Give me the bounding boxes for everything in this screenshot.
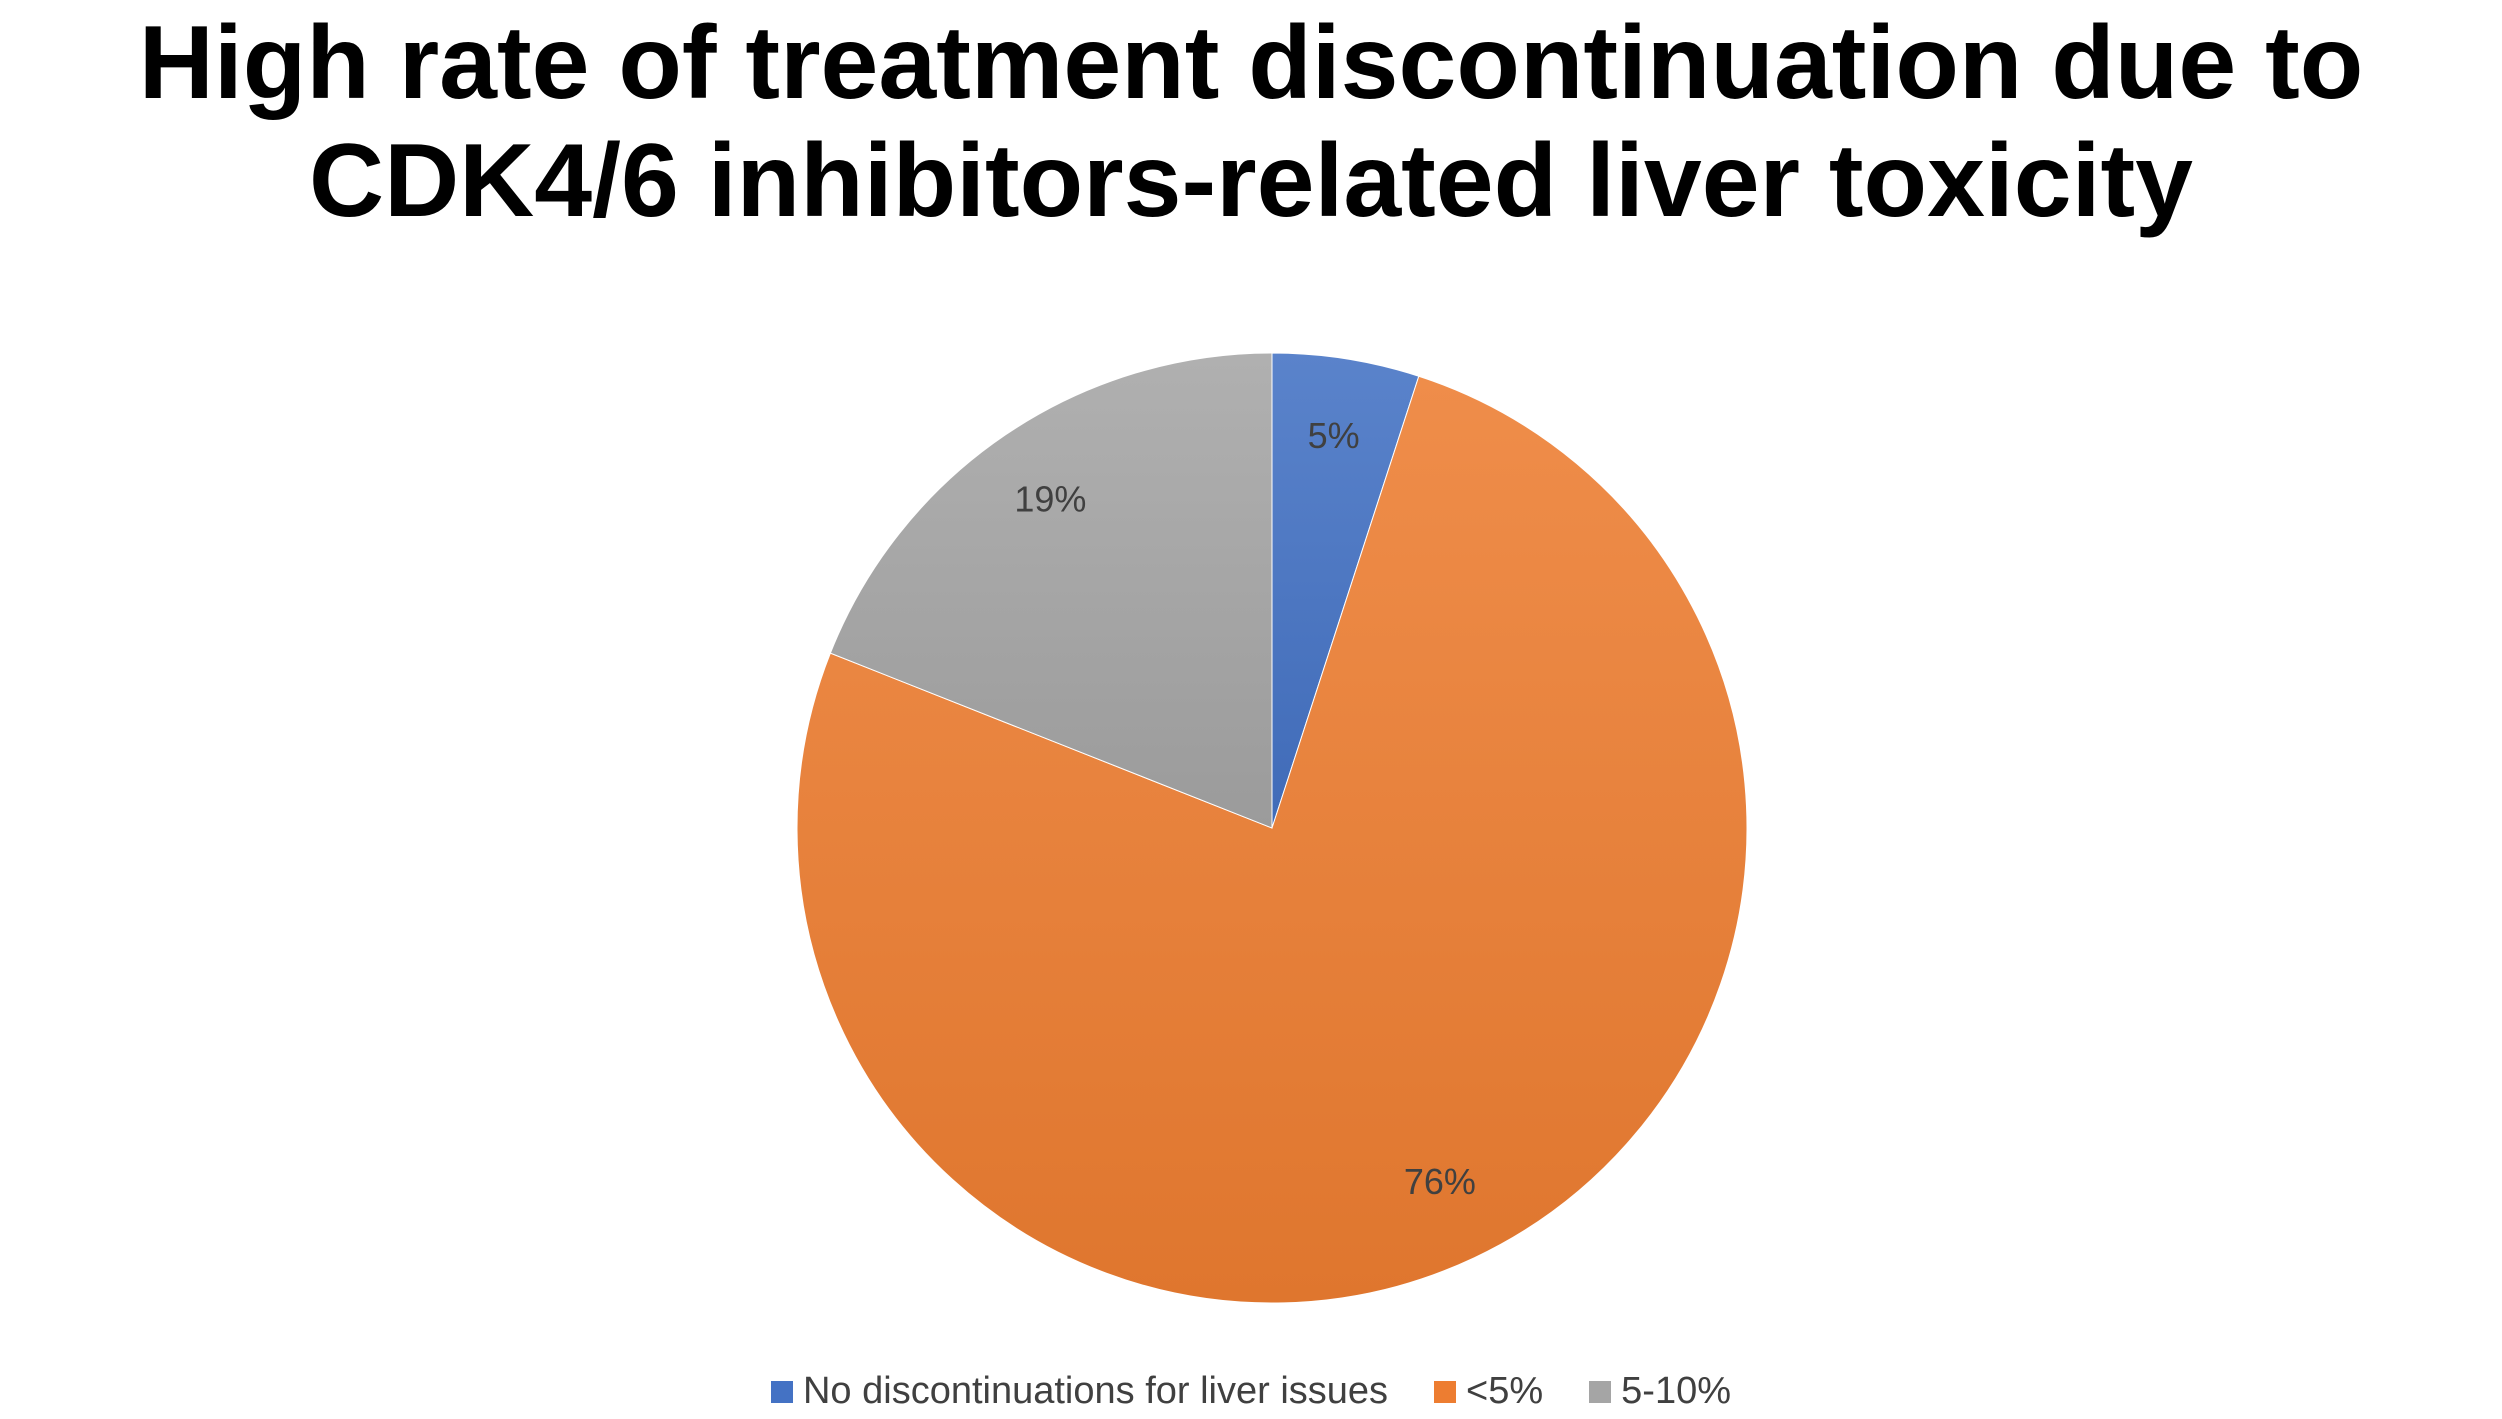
legend-swatch [770, 1380, 793, 1403]
legend-label: <5% [1466, 1370, 1544, 1412]
legend-label: 5-10% [1621, 1370, 1732, 1412]
legend-item-2: <5% [1434, 1370, 1543, 1413]
legend-swatch [1589, 1380, 1612, 1403]
pie-data-label-3: 19% [1014, 478, 1086, 519]
legend-item-3: 5-10% [1589, 1370, 1731, 1413]
legend-item-1: No discontinuations for liver issues [770, 1370, 1389, 1413]
chart-title: High rate of treatment discontinuation d… [0, 0, 2502, 240]
legend-label: No discontinuations for liver issues [802, 1370, 1389, 1412]
chart-title-line-2: CDK4/6 inhibitors-related liver toxicity [308, 123, 2194, 239]
pie-data-labels: 5% 76% 19% [1014, 415, 1476, 1202]
pie-data-label-1: 5% [1308, 415, 1360, 456]
pie-slices [796, 352, 1748, 1304]
pie-slice-2 [796, 375, 1748, 1304]
pie-slice-3 [829, 352, 1273, 829]
pie-slice-1 [1271, 352, 1420, 829]
chart-title-line-1: High rate of treatment discontinuation d… [138, 5, 2364, 121]
pie-chart: 5% 76% 19% [796, 352, 1748, 1304]
chart-legend: No discontinuations for liver issues <5% 5… [0, 1370, 2502, 1413]
legend-swatch [1434, 1380, 1457, 1403]
pie-data-label-2: 76% [1404, 1161, 1476, 1202]
